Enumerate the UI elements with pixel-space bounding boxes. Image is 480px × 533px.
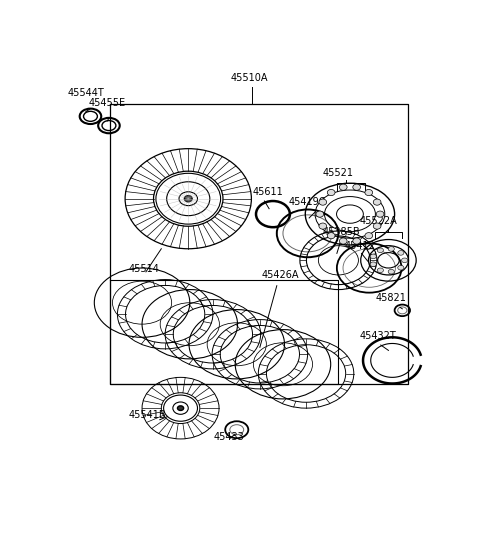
Ellipse shape — [365, 189, 372, 196]
Text: 45412: 45412 — [345, 241, 375, 251]
Ellipse shape — [327, 189, 335, 196]
Ellipse shape — [370, 262, 376, 266]
Ellipse shape — [339, 238, 347, 244]
Ellipse shape — [353, 184, 360, 190]
Text: 45541B: 45541B — [129, 410, 167, 420]
Ellipse shape — [319, 223, 326, 229]
Ellipse shape — [178, 406, 184, 410]
Ellipse shape — [376, 211, 384, 217]
Ellipse shape — [316, 211, 324, 217]
Text: 45522A: 45522A — [360, 216, 398, 226]
Text: 45514: 45514 — [129, 264, 160, 274]
Ellipse shape — [353, 238, 360, 244]
Text: 45419C: 45419C — [288, 197, 326, 207]
Ellipse shape — [339, 184, 347, 190]
Ellipse shape — [184, 196, 192, 202]
Text: 45821: 45821 — [375, 293, 406, 303]
Text: 45544T: 45544T — [67, 88, 104, 98]
Ellipse shape — [398, 251, 404, 255]
Text: 45510A: 45510A — [230, 73, 268, 83]
Ellipse shape — [373, 223, 381, 229]
Text: 45433: 45433 — [214, 432, 244, 442]
Text: 45426A: 45426A — [262, 270, 299, 280]
Ellipse shape — [388, 247, 395, 251]
Ellipse shape — [370, 254, 376, 259]
Ellipse shape — [377, 268, 384, 272]
Text: 45432T: 45432T — [360, 331, 396, 341]
Ellipse shape — [365, 232, 372, 239]
Ellipse shape — [398, 265, 404, 270]
Ellipse shape — [373, 199, 381, 205]
Ellipse shape — [327, 232, 335, 239]
Text: 45521: 45521 — [323, 167, 354, 177]
Text: 45385B: 45385B — [323, 227, 360, 237]
Ellipse shape — [402, 258, 408, 263]
Text: 45455E: 45455E — [88, 98, 125, 108]
Ellipse shape — [319, 199, 326, 205]
Ellipse shape — [388, 269, 395, 274]
Ellipse shape — [377, 248, 384, 253]
Text: 45611: 45611 — [252, 187, 283, 197]
